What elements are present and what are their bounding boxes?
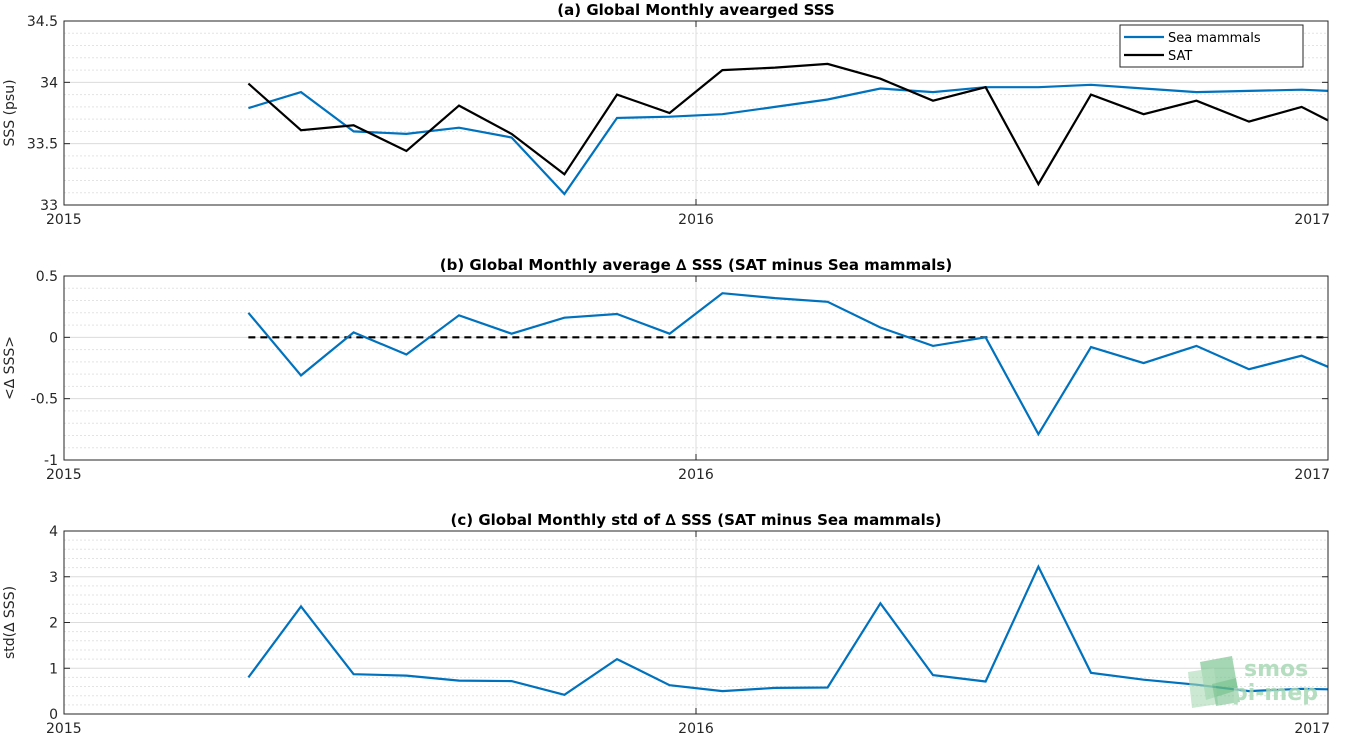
b-x-tick-label: 2015 — [46, 467, 82, 483]
c-x-tick-label: 2017 — [1294, 721, 1330, 736]
b-x-tick-label: 2016 — [678, 467, 714, 483]
b-y-tick-label: 0.5 — [36, 269, 58, 285]
c-chart-title: (c) Global Monthly std of ∆ SSS (SAT min… — [451, 511, 942, 529]
b-y-tick-label: -1 — [44, 453, 58, 469]
c-y-tick-label: 0 — [49, 707, 58, 723]
b-series-line-1 — [247, 292, 1329, 437]
c-x-tick-label: 2016 — [678, 721, 714, 736]
b-y-tick-label: 0 — [49, 330, 58, 346]
a-series-line-sat — [247, 62, 1329, 187]
logo-text-pi-mep: pi-mep — [1232, 681, 1318, 706]
a-y-tick-label: 34 — [40, 75, 58, 91]
a-y-tick-label: 33 — [40, 198, 58, 214]
a-x-tick-label: 2015 — [46, 212, 82, 228]
a-series-line-sea-mammals — [248, 83, 1329, 196]
smos-pi-mep-logo: smos pi-mep — [1188, 656, 1318, 708]
b-y-tick-label: -0.5 — [31, 392, 58, 408]
c-y-tick-label: 1 — [49, 661, 58, 677]
a-legend-label-1: Sea mammals — [1168, 31, 1261, 46]
panel-c-std-delta-sss: 0 1 2 3 4 2015 2016 2017 (c) Global Monthly std … — [2, 511, 1330, 736]
a-chart-title: (a) Global Monthly avearged SSS — [557, 1, 834, 19]
a-y-axis-label: SSS (psu) — [2, 79, 18, 146]
panel-b-delta-sss: -1 -0.5 0 0.5 2015 2016 2017 (b) Global Monthly… — [2, 256, 1330, 483]
c-y-tick-label: 3 — [49, 570, 58, 586]
a-x-tick-label: 2017 — [1294, 212, 1330, 228]
c-series-line-1 — [247, 564, 1329, 696]
a-y-tick-label: 34.5 — [27, 14, 58, 30]
a-y-tick-label: 33.5 — [27, 137, 58, 153]
logo-text-smos: smos — [1244, 657, 1308, 682]
logo-map-icon — [1188, 656, 1240, 708]
b-y-axis-label: <∆ SSS> — [2, 336, 18, 400]
b-x-tick-label: 2017 — [1294, 467, 1330, 483]
c-y-axis-label: std(∆ SSS) — [2, 586, 18, 659]
panel-a-sss: 33 33.5 34 34.5 2015 2016 2017 (a) Global Month… — [2, 1, 1330, 228]
c-x-tick-label: 2015 — [46, 721, 82, 736]
c-y-tick-label: 4 — [49, 524, 58, 540]
a-x-tick-label: 2016 — [678, 212, 714, 228]
a-legend-box — [1119, 24, 1304, 68]
a-legend-label-2: SAT — [1168, 49, 1192, 64]
c-y-tick-label: 2 — [49, 616, 58, 632]
b-chart-title: (b) Global Monthly average ∆ SSS (SAT mi… — [440, 256, 952, 274]
